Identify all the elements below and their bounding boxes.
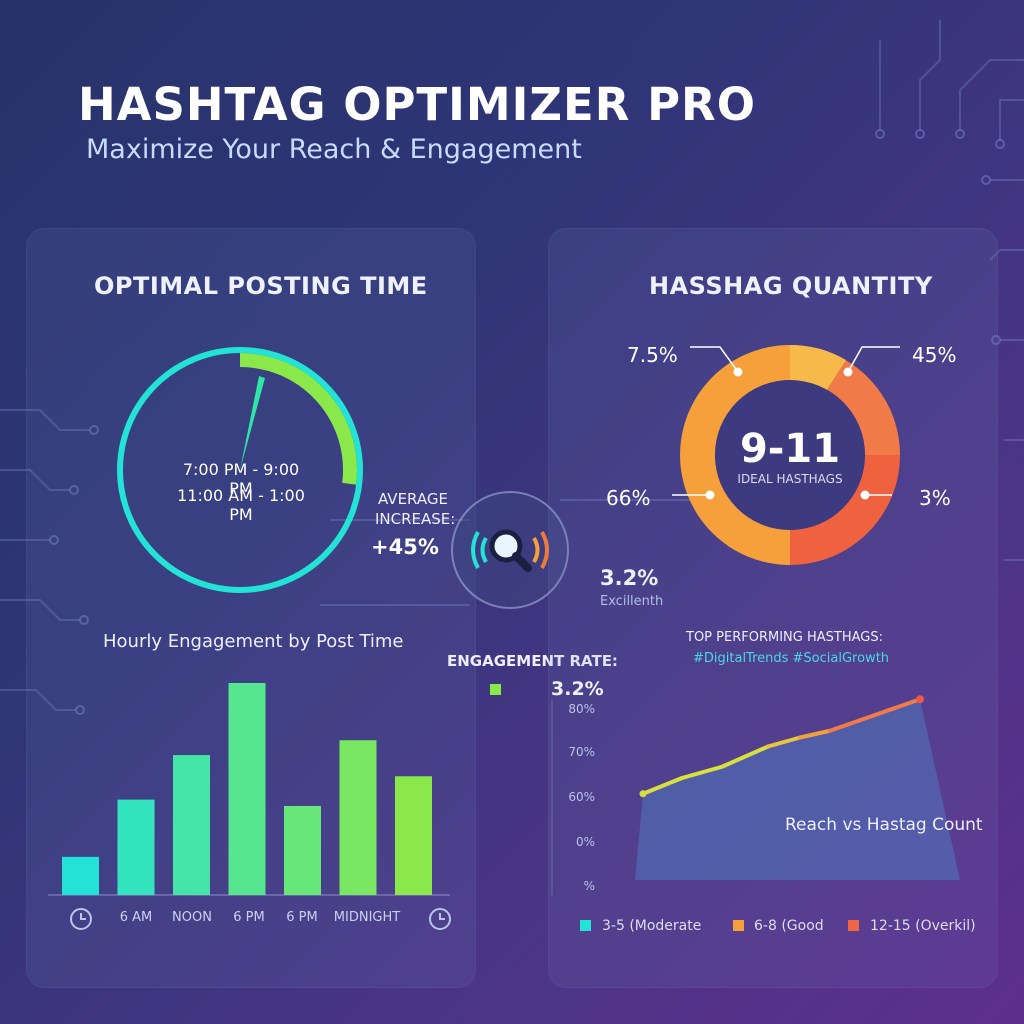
donut-label-left: 66% xyxy=(606,486,651,510)
bar-chart-tick-label: 6 AM xyxy=(120,910,153,925)
posting-time-title: OPTIMAL POSTING TIME xyxy=(94,272,428,300)
bar-chart-bar xyxy=(62,856,99,895)
donut-center-value: 9-11 xyxy=(739,426,841,472)
bar-chart-bar xyxy=(117,799,155,895)
area-chart-line-segment xyxy=(680,764,724,780)
donut-label-right: 3% xyxy=(919,486,951,510)
dial-progress-arc xyxy=(239,353,357,485)
bar-chart-bar xyxy=(284,805,321,895)
legend-swatch-good xyxy=(733,920,744,931)
area-chart-tick-label: 70% xyxy=(568,745,595,759)
area-chart-tick-label: 0% xyxy=(576,835,595,849)
donut-center-label: IDEAL HASTHAGS xyxy=(737,472,843,486)
area-chart-line-segment xyxy=(766,735,802,749)
donut-label-top-right: 45% xyxy=(912,343,957,367)
app-subtitle: Maximize Your Reach & Engagement xyxy=(86,134,582,165)
dial-ring xyxy=(117,347,363,593)
bar-chart-tick-label: 6 PM xyxy=(233,910,264,925)
top-hashtags-label: TOP PERFORMING HASTHAGS: xyxy=(686,630,883,645)
bar-chart-title: Hourly Engagement by Post Time xyxy=(103,631,404,652)
bar-chart-tick-label: 6 PM xyxy=(286,910,317,925)
posting-window-2: 11:00 AM - 1:00 PM xyxy=(177,486,305,524)
average-increase-label-2: INCREASE: xyxy=(375,510,456,528)
hashtag-quantity-donut xyxy=(680,344,900,565)
engagement-rate-value: 3.2% xyxy=(551,678,604,700)
engagement-rate-label: ENGAGEMENT RATE: xyxy=(447,652,618,670)
donut-segment-highlight xyxy=(790,344,846,391)
average-increase-value: +45% xyxy=(371,535,439,559)
bar-chart-tick-label: NOON xyxy=(172,910,212,925)
area-chart-fill xyxy=(635,699,960,880)
donut-segment-orange xyxy=(680,345,790,565)
hourly-engagement-bar-chart: 6 AM NOON 6 PM 6 PM MIDNIGHT xyxy=(48,683,451,930)
donut-callout-lines xyxy=(672,346,900,500)
area-chart-tick-label: 60% xyxy=(568,790,595,804)
bar-chart-bar xyxy=(228,683,266,895)
area-chart-title: Reach vs Hastag Count xyxy=(785,815,983,835)
legend-label-moderate: 3-5 (Moderate xyxy=(602,918,702,934)
area-chart-tick-label: % xyxy=(584,879,595,893)
legend-label-good: 6-8 (Good xyxy=(754,918,824,934)
clock-icon xyxy=(70,908,92,930)
area-chart-tick-label: 80% xyxy=(568,702,595,716)
donut-hole xyxy=(715,380,865,530)
donut-segment-red xyxy=(790,455,900,565)
hashtag-quantity-title: HASSHAG QUANTITY xyxy=(649,272,933,300)
area-chart-line-segment xyxy=(720,744,770,769)
magnifier-caption: Excillenth xyxy=(600,594,664,609)
legend-swatch-overkill xyxy=(848,920,859,931)
clock-icon xyxy=(429,908,451,930)
bar-chart-bar xyxy=(339,740,377,895)
average-increase-label-1: AVERAGE xyxy=(378,490,448,508)
bar-chart-tick-label: MIDNIGHT xyxy=(334,910,400,925)
app-title: HASHTAG OPTIMIZER PRO xyxy=(78,78,756,131)
magnifier-signal-icon xyxy=(451,491,569,609)
donut-label-top-left: 7.5% xyxy=(627,343,678,367)
top-hashtags-tags: #DigitalTrends #SocialGrowth xyxy=(693,651,890,666)
area-chart-start-point xyxy=(639,790,647,798)
area-chart-line-segment xyxy=(828,697,922,733)
posting-time-dial xyxy=(117,347,363,593)
bar-chart-bar xyxy=(173,755,210,895)
posting-window-1: 7:00 PM - 9:00 PM xyxy=(182,460,300,498)
dial-needle xyxy=(240,376,265,470)
engagement-rate-marker xyxy=(490,684,501,695)
quantity-legend: 3-5 (Moderate 6-8 (Good 12-15 (Overkil) xyxy=(580,918,980,938)
magnifier-value: 3.2% xyxy=(600,566,659,590)
area-chart-line-segment xyxy=(641,776,684,796)
area-chart-end-point xyxy=(916,695,924,704)
area-chart-line-segment xyxy=(798,728,832,740)
reach-area-chart: 80% 70% 60% 0%% xyxy=(551,695,960,895)
legend-label-overkill: 12-15 (Overkil) xyxy=(870,918,976,934)
legend-swatch-moderate xyxy=(580,920,591,931)
bar-chart-bar xyxy=(395,776,432,895)
